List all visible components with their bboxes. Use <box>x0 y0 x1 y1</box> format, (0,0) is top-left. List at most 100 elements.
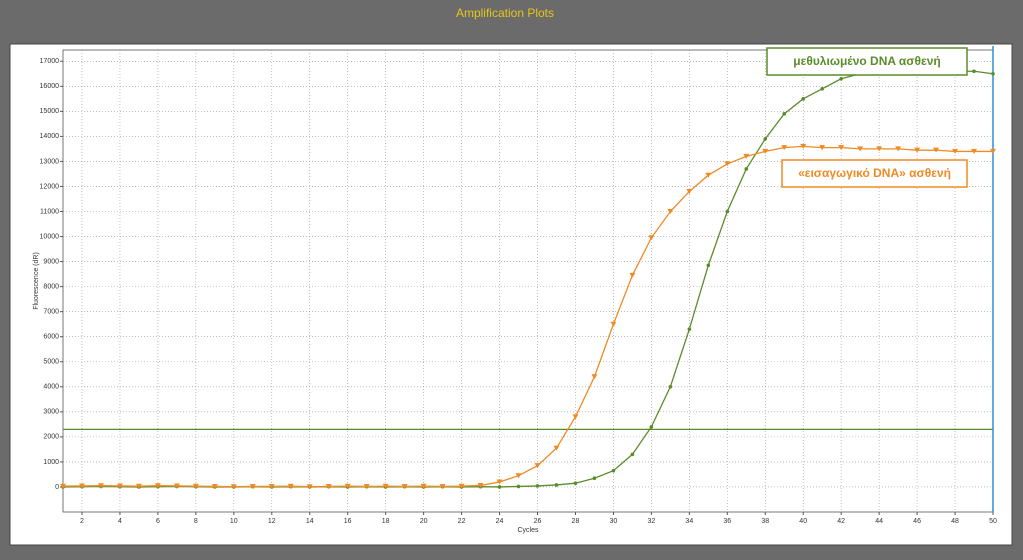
data-point <box>420 483 427 489</box>
data-point <box>192 483 199 489</box>
series-line <box>62 145 993 488</box>
x-tick-label: 48 <box>951 518 959 525</box>
y-tick-label: 0 <box>55 484 59 491</box>
data-point <box>649 425 654 429</box>
x-tick-label: 24 <box>496 518 504 525</box>
data-point <box>895 146 902 152</box>
y-axis-label: Fluorescence (dR) <box>33 252 40 310</box>
data-point <box>819 145 826 151</box>
data-point <box>743 153 750 159</box>
x-axis-label: Cycles <box>517 527 539 534</box>
data-point <box>516 484 521 489</box>
data-point <box>116 483 123 489</box>
data-point <box>914 147 921 153</box>
data-point <box>439 483 446 489</box>
legend-box <box>781 159 968 188</box>
data-point <box>611 468 616 473</box>
x-tick-label: 34 <box>685 518 693 525</box>
data-point <box>515 473 522 479</box>
x-tick-label: 40 <box>799 518 807 525</box>
y-tick-label: 12000 <box>40 183 60 190</box>
data-point <box>838 145 845 151</box>
data-point <box>725 209 730 214</box>
data-point <box>668 384 673 389</box>
data-point <box>630 452 635 457</box>
x-tick-label: 4 <box>118 518 122 525</box>
x-tick-label: 18 <box>382 518 390 525</box>
data-point <box>591 374 598 380</box>
y-tick-label: 7000 <box>43 309 59 316</box>
x-tick-label: 44 <box>875 518 883 525</box>
data-point <box>154 483 161 489</box>
y-tick-label: 1000 <box>43 459 59 466</box>
data-point <box>706 263 711 268</box>
x-tick-label: 6 <box>156 518 160 525</box>
legend-box <box>766 47 968 76</box>
x-tick-label: 32 <box>647 518 655 525</box>
data-point <box>629 272 636 278</box>
data-point <box>173 483 180 489</box>
data-point <box>401 483 408 489</box>
data-point <box>78 483 85 489</box>
y-tick-label: 17000 <box>40 58 60 65</box>
data-point <box>763 137 768 141</box>
data-point <box>230 484 237 490</box>
y-tick-label: 2000 <box>43 434 59 441</box>
data-point <box>325 483 332 489</box>
data-point <box>306 484 313 490</box>
data-point <box>744 167 749 171</box>
y-tick-label: 14000 <box>40 133 60 140</box>
x-tick-label: 36 <box>723 518 731 525</box>
data-point <box>990 148 996 154</box>
data-point <box>839 76 843 81</box>
data-point <box>972 69 976 74</box>
data-point <box>705 172 712 178</box>
data-point <box>477 482 484 488</box>
chart-title: Amplification Plots <box>456 6 554 20</box>
data-point <box>572 414 579 420</box>
data-point <box>782 112 787 116</box>
data-point <box>820 87 824 91</box>
y-tick-label: 15000 <box>40 108 60 115</box>
x-tick-label: 14 <box>306 518 314 525</box>
data-point <box>249 483 256 489</box>
data-point <box>497 485 502 489</box>
x-tick-label: 22 <box>458 518 466 525</box>
y-tick-label: 6000 <box>43 334 59 341</box>
data-point <box>382 483 389 489</box>
legend-label: «εισαγωγικό DNA» ασθενή <box>798 166 951 180</box>
data-point <box>610 321 617 327</box>
x-tick-label: 12 <box>268 518 276 525</box>
x-tick-label: 8 <box>194 518 198 525</box>
data-point <box>535 484 540 488</box>
y-tick-label: 4000 <box>43 384 59 391</box>
data-point <box>800 143 807 149</box>
x-tick-label: 26 <box>534 518 542 525</box>
x-tick-label: 28 <box>572 518 580 525</box>
x-tick-label: 50 <box>989 518 997 525</box>
data-point <box>876 146 883 152</box>
y-tick-label: 13000 <box>40 158 60 165</box>
data-point <box>991 71 995 76</box>
data-point <box>592 476 597 480</box>
data-point <box>363 483 370 489</box>
data-point <box>667 209 674 215</box>
data-point <box>496 479 503 485</box>
data-point <box>287 483 294 489</box>
data-point <box>648 235 655 241</box>
data-point <box>952 148 959 154</box>
y-tick-label: 11000 <box>40 208 59 215</box>
data-point <box>687 327 692 332</box>
x-tick-label: 30 <box>610 518 618 525</box>
x-tick-label: 42 <box>837 518 845 525</box>
data-point <box>344 483 351 489</box>
data-point <box>268 483 275 489</box>
data-point <box>971 148 978 154</box>
y-tick-label: 10000 <box>40 233 60 240</box>
x-tick-label: 46 <box>913 518 921 525</box>
data-point <box>686 188 693 194</box>
data-point <box>553 445 560 451</box>
data-point <box>857 146 864 152</box>
data-point <box>97 483 104 489</box>
